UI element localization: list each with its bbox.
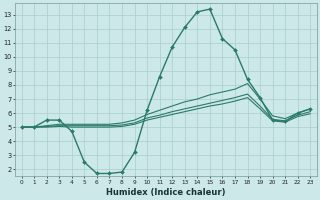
X-axis label: Humidex (Indice chaleur): Humidex (Indice chaleur)	[106, 188, 226, 197]
